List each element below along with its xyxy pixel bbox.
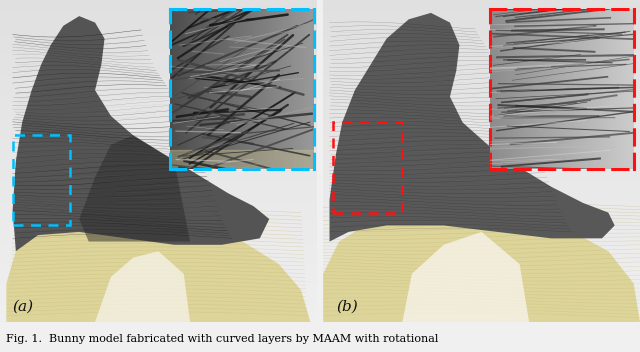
Polygon shape	[79, 135, 190, 241]
Polygon shape	[323, 200, 640, 322]
Text: (a): (a)	[13, 300, 34, 314]
Bar	[333, 122, 403, 213]
Bar	[170, 150, 314, 169]
Polygon shape	[13, 16, 269, 251]
Polygon shape	[95, 251, 190, 322]
Polygon shape	[403, 232, 529, 322]
Text: (b): (b)	[336, 300, 358, 314]
Bar	[13, 135, 70, 226]
Polygon shape	[330, 13, 614, 241]
Text: Fig. 1.  Bunny model fabricated with curved layers by MAAM with rotational: Fig. 1. Bunny model fabricated with curv…	[6, 334, 439, 344]
Polygon shape	[6, 206, 310, 322]
